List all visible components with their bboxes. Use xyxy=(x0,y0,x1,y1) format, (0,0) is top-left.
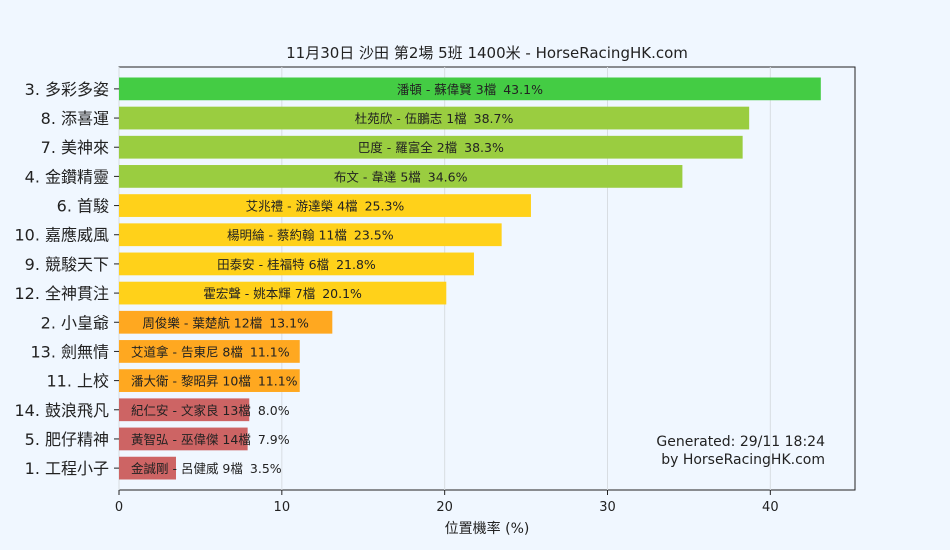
y-tick-label: 8. 添喜運 xyxy=(41,109,109,128)
bar xyxy=(119,398,250,422)
bar xyxy=(119,310,333,334)
bar-jockey-trainer-draw: 艾兆禮 - 游達榮 4檔 xyxy=(246,199,358,214)
bar-value-label: 34.6% xyxy=(428,169,468,184)
bar-jockey-trainer-draw: 田泰安 - 桂福特 6檔 xyxy=(217,257,329,272)
bar-value-label: 7.9% xyxy=(258,432,290,447)
y-tick-label: 14. 鼓浪飛凡 xyxy=(14,401,109,420)
x-tick-label: 20 xyxy=(436,500,453,515)
bar-labels-group: 潘頓 - 蘇偉賢 3檔 43.1% 杜苑欣 - 伍鵬志 1檔 38.7% 巴度 - 羅富… xyxy=(131,82,543,476)
watermark-line-2: by HorseRacingHK.com xyxy=(661,452,825,468)
y-tick-label: 6. 首駿 xyxy=(57,197,109,216)
bar-data-label: 霍宏聲 - 姚本輝 7檔 20.1% xyxy=(203,286,362,301)
chart-title: 11月30日 沙田 第2場 5班 1400米 - HorseRacingHK.c… xyxy=(286,44,688,62)
y-tick-label: 2. 小皇爺 xyxy=(41,313,109,332)
y-tick-label: 4. 金鑽精靈 xyxy=(25,167,109,186)
bar-data-label: 巴度 - 羅富全 2檔 38.3% xyxy=(358,140,504,155)
y-tick-labels: 3. 多彩多姿 8. 添喜運 7. 美神來 4. 金鑽精靈 6. 首駿 10. 嘉應威風 9… xyxy=(14,80,119,478)
bar-jockey-trainer-draw: 霍宏聲 - 姚本輝 7檔 xyxy=(203,286,315,301)
x-tick-label: 10 xyxy=(274,500,291,515)
y-tick-label: 1. 工程小子 xyxy=(25,459,109,478)
y-tick-label: 11. 上校 xyxy=(46,372,109,391)
bar-data-label: 艾兆禮 - 游達榮 4檔 25.3% xyxy=(246,199,405,214)
bar-value-label: 21.8% xyxy=(336,257,376,272)
bar xyxy=(119,281,447,305)
y-tick-label: 12. 全神貫注 xyxy=(14,284,109,303)
bar-value-label: 3.5% xyxy=(250,461,282,476)
bar-data-label: 布文 - 韋達 5檔 34.6% xyxy=(334,169,468,184)
bar-value-label: 38.7% xyxy=(474,111,514,126)
bar-value-label: 13.1% xyxy=(269,315,309,330)
bar-jockey-trainer-draw: 巴度 - 羅富全 2檔 xyxy=(358,140,457,155)
bar xyxy=(119,427,248,451)
bar-value-label: 11.1% xyxy=(250,344,290,359)
bar xyxy=(119,252,474,276)
bar-data-label: 金誠剛 - 呂健威 9檔 3.5% xyxy=(131,461,282,476)
y-tick-label: 9. 競駿天下 xyxy=(25,255,109,274)
plot-area: 潘頓 - 蘇偉賢 3檔 43.1% 杜苑欣 - 伍鵬志 1檔 38.7% 巴度 - 羅富… xyxy=(14,66,856,515)
bar-data-label: 艾道拿 - 告東尼 8檔 11.1% xyxy=(131,344,290,359)
bar-value-label: 23.5% xyxy=(354,228,394,243)
bar-jockey-trainer-draw: 紀仁安 - 文家良 13檔 xyxy=(131,403,251,418)
bar xyxy=(119,106,750,130)
bar-jockey-trainer-draw: 杜苑欣 - 伍鵬志 1檔 xyxy=(355,111,467,126)
y-tick-label: 10. 嘉應威風 xyxy=(14,226,109,245)
bar-jockey-trainer-draw: 楊明綸 - 蔡約翰 11檔 xyxy=(227,228,347,243)
bar-data-label: 楊明綸 - 蔡約翰 11檔 23.5% xyxy=(227,228,394,243)
y-tick-label: 7. 美神來 xyxy=(41,138,109,157)
bar xyxy=(119,340,300,363)
bar xyxy=(119,135,743,159)
bar xyxy=(119,77,821,101)
x-axis-ticks: 0 10 20 30 40 xyxy=(115,490,779,515)
watermark-line-1: Generated: 29/11 18:24 xyxy=(656,434,825,450)
bar xyxy=(119,369,300,392)
bar xyxy=(119,223,502,247)
x-tick-label: 30 xyxy=(599,500,616,515)
x-tick-label: 0 xyxy=(115,500,123,515)
bar-value-label: 38.3% xyxy=(464,140,504,155)
y-tick-label: 5. 肥仔精神 xyxy=(25,430,109,449)
bar-value-label: 20.1% xyxy=(322,286,362,301)
bar-value-label: 25.3% xyxy=(365,199,405,214)
bar-data-label: 田泰安 - 桂福特 6檔 21.8% xyxy=(217,257,376,272)
bar-jockey-trainer-draw: 潘頓 - 蘇偉賢 3檔 xyxy=(397,82,496,97)
bar-data-label: 周俊樂 - 葉楚航 12檔 13.1% xyxy=(142,315,309,330)
bar xyxy=(119,456,176,480)
y-tick-label: 13. 劍無情 xyxy=(30,342,109,361)
bars-group xyxy=(119,77,821,480)
bar-jockey-trainer-draw: 黃智弘 - 巫偉傑 14檔 xyxy=(131,432,251,447)
bar-jockey-trainer-draw: 艾道拿 - 告東尼 8檔 xyxy=(131,344,243,359)
bar-data-label: 黃智弘 - 巫偉傑 14檔 7.9% xyxy=(131,432,290,447)
bar-jockey-trainer-draw: 金誠剛 - 呂健威 9檔 xyxy=(131,461,243,476)
bar-data-label: 紀仁安 - 文家良 13檔 8.0% xyxy=(131,403,290,418)
bar-data-label: 潘頓 - 蘇偉賢 3檔 43.1% xyxy=(397,82,543,97)
y-tick-label: 3. 多彩多姿 xyxy=(25,80,109,99)
bar-jockey-trainer-draw: 布文 - 韋達 5檔 xyxy=(334,169,421,184)
bar-data-label: 潘大衛 - 黎昭昇 10檔 11.1% xyxy=(131,374,298,389)
x-tick-label: 40 xyxy=(762,500,779,515)
bar-value-label: 43.1% xyxy=(503,82,543,97)
x-axis-label: 位置機率 (%) xyxy=(445,520,530,537)
bar-jockey-trainer-draw: 周俊樂 - 葉楚航 12檔 xyxy=(142,315,262,330)
bar xyxy=(119,194,531,217)
bar-jockey-trainer-draw: 潘大衛 - 黎昭昇 10檔 xyxy=(131,374,251,389)
plot-frame xyxy=(118,66,856,491)
bar-value-label: 8.0% xyxy=(258,403,290,418)
bar-data-label: 杜苑欣 - 伍鵬志 1檔 38.7% xyxy=(355,111,514,126)
bar-value-label: 11.1% xyxy=(258,374,298,389)
bar xyxy=(119,165,683,188)
